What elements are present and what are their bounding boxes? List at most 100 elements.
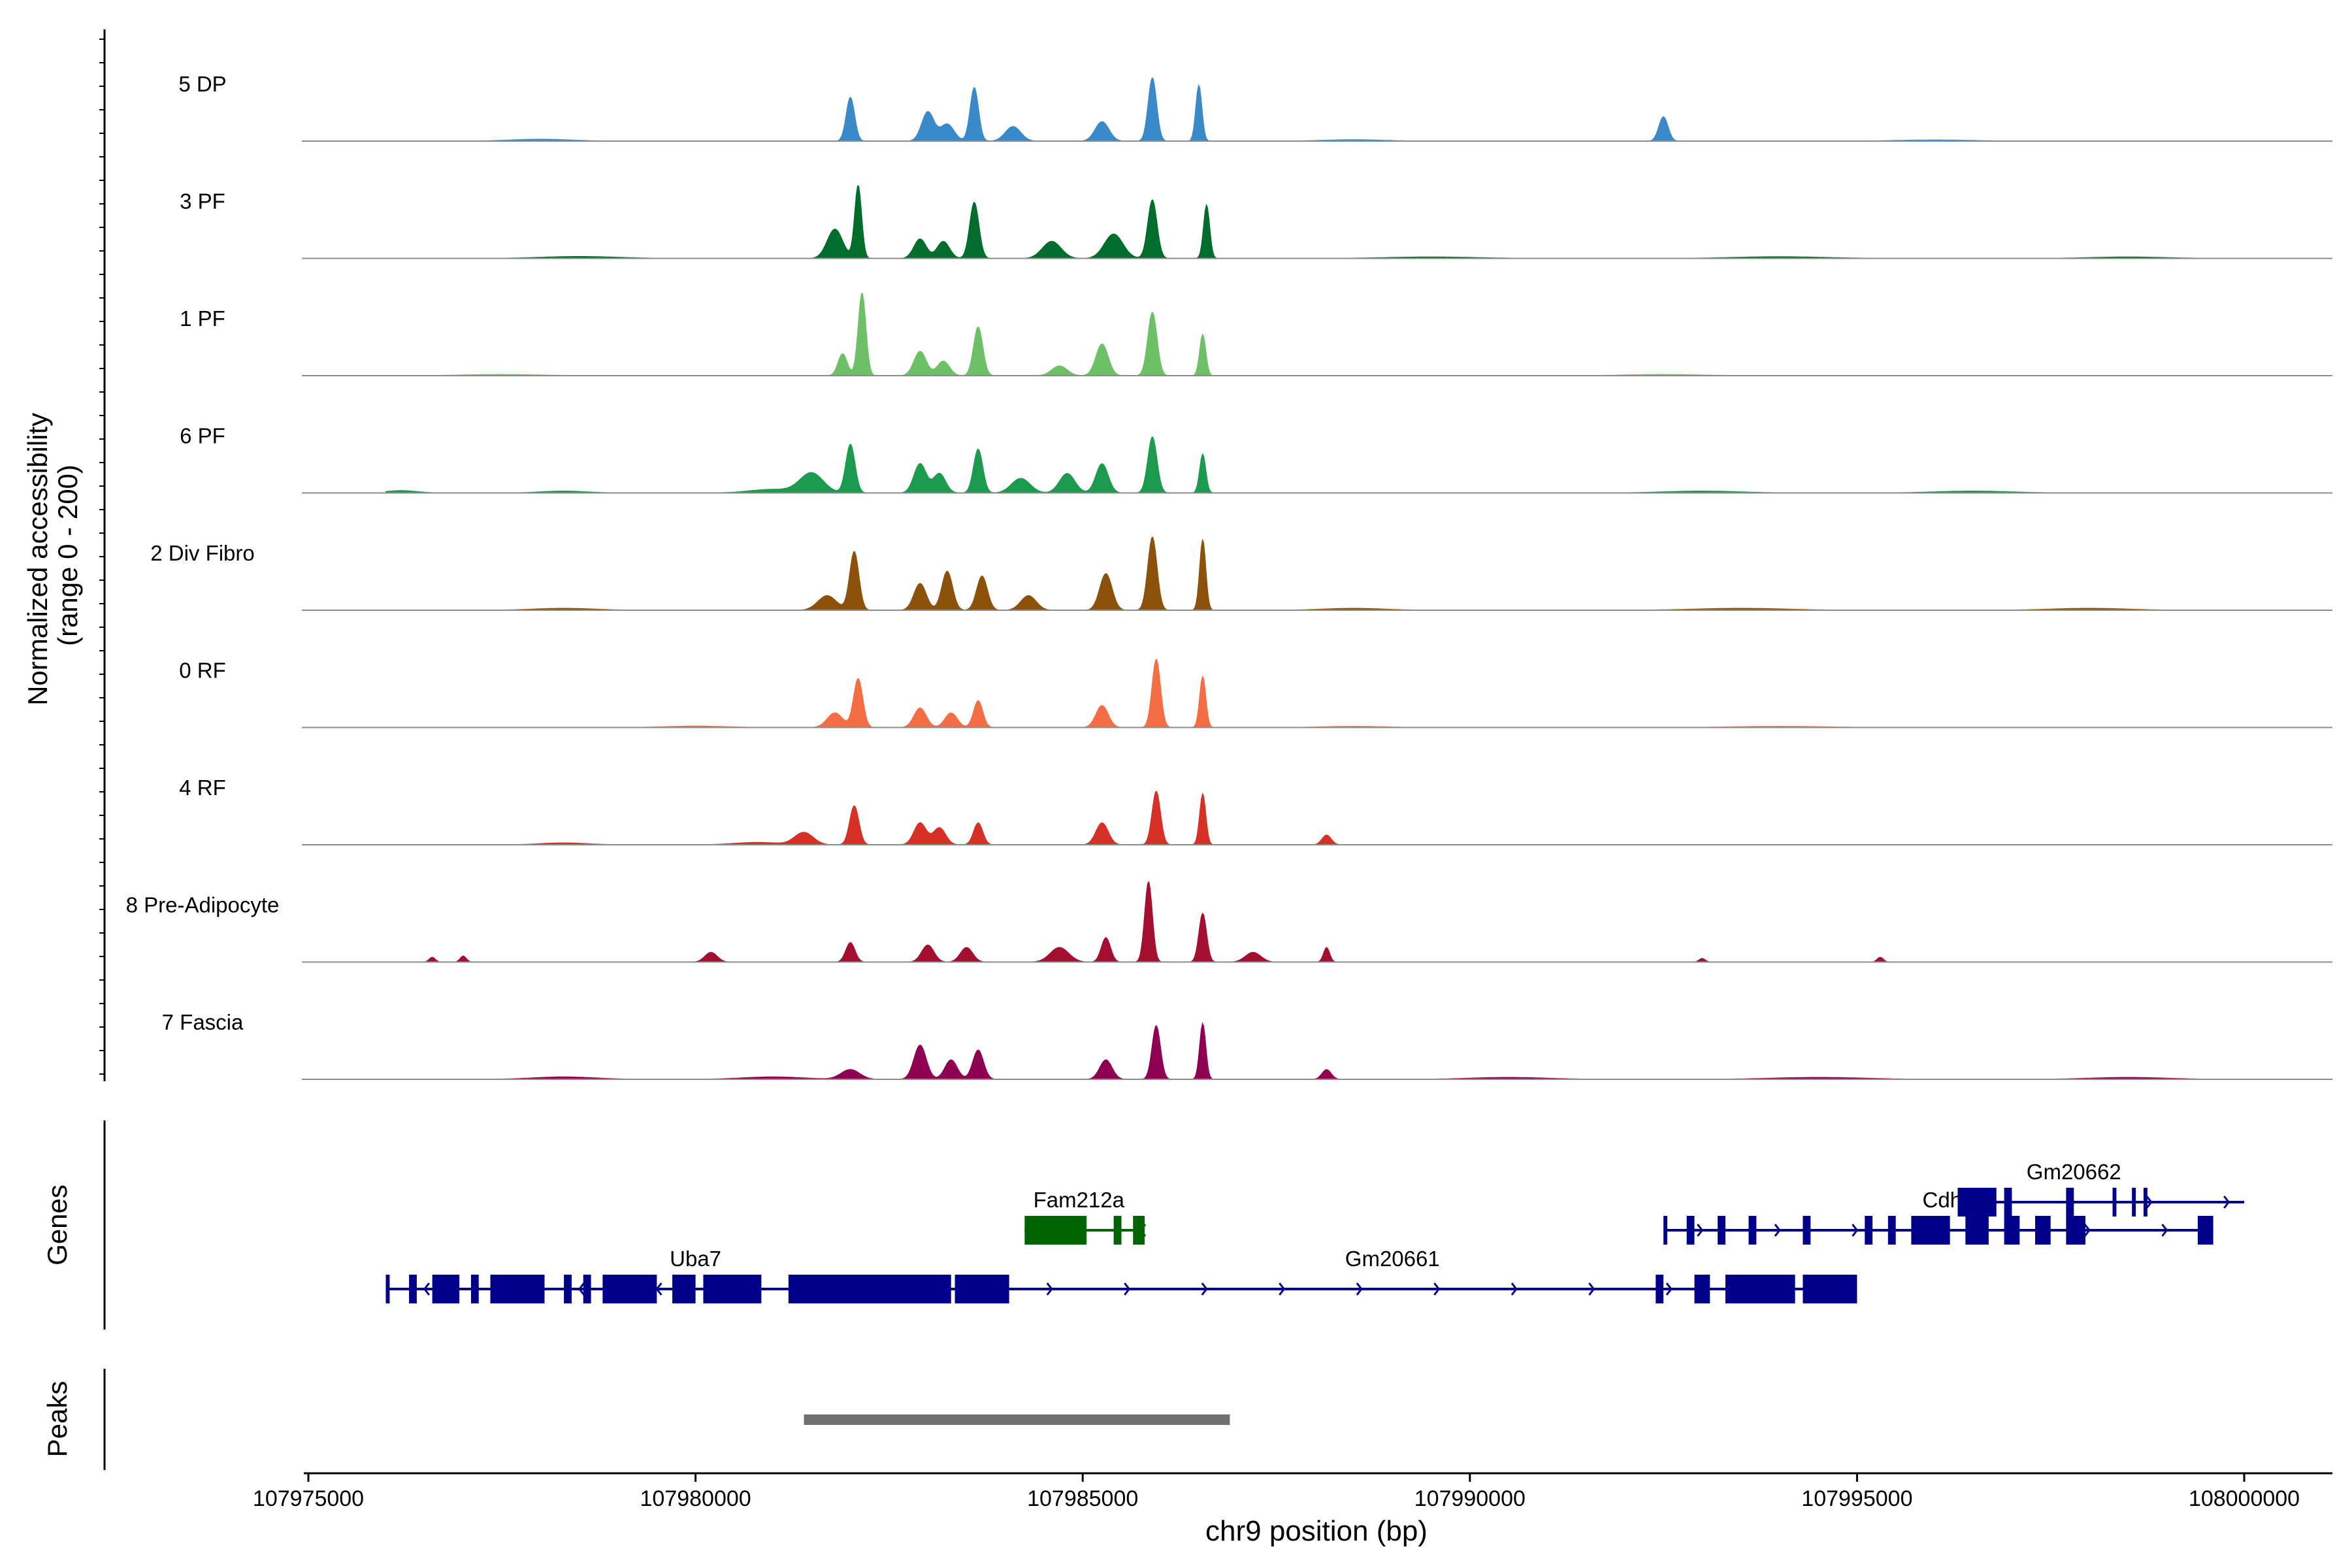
gene-exon: [2004, 1188, 2012, 1217]
strand-arrow: [655, 1282, 662, 1296]
track-label: 6 PF: [180, 424, 225, 448]
strand-arrow: [1588, 1282, 1595, 1296]
gene-label: Gm20661: [1345, 1247, 1440, 1271]
peaks-panel: Peaks: [42, 1369, 1230, 1470]
gene-exon: [1803, 1275, 1857, 1303]
coverage-tracks: 5 DP 3 PF 1 PF 6 PF 2 Div Fibro 0 RF 4 RF 8 Pre…: [126, 72, 2332, 1080]
gene-cdh: Cdh: [1663, 1188, 2213, 1245]
gene-exon: [936, 1275, 947, 1303]
gene-exon: [470, 1275, 479, 1303]
track-label: 4 RF: [179, 776, 226, 800]
gene-exon: [602, 1275, 657, 1303]
gene-exon: [788, 1275, 936, 1303]
gene-exon: [385, 1275, 390, 1303]
gene-exon: [1965, 1216, 1989, 1245]
strand-arrow: [2083, 1224, 2091, 1237]
strand-arrow: [1852, 1224, 1859, 1237]
gene-exon: [2066, 1188, 2074, 1217]
gene-exon: [703, 1275, 762, 1303]
track-1-pf: 1 PF: [180, 293, 2332, 376]
gene-label: Cdh: [1922, 1188, 1962, 1212]
gene-uba7: Uba7: [385, 1247, 1009, 1303]
gene-exon: [2132, 1188, 2136, 1217]
track-6-pf: 6 PF: [180, 424, 2332, 494]
genes-panel-label: Genes: [42, 1184, 73, 1266]
strand-arrow: [1356, 1282, 1363, 1296]
x-tick-label: 108000000: [2189, 1486, 2300, 1511]
gene-exon: [490, 1275, 545, 1303]
gene-label: Fam212a: [1034, 1188, 1125, 1212]
gene-exon: [1694, 1275, 1710, 1303]
gene-gm20661: Gm20661: [936, 1247, 1857, 1303]
strand-arrow: [1697, 1224, 1704, 1237]
x-axis-ticks: 107975000 107980000 107985000 107990000 1079…: [253, 1473, 2300, 1511]
track-0-rf: 0 RF: [179, 659, 2332, 728]
gene-exon: [1725, 1275, 1795, 1303]
strand-arrow: [969, 1282, 976, 1296]
strand-arrow: [1124, 1282, 1131, 1296]
gene-exon: [1024, 1216, 1087, 1245]
gene-exon: [2112, 1188, 2117, 1217]
gene-label: Gm20662: [2027, 1160, 2121, 1184]
x-tick-label: 107990000: [1414, 1486, 1526, 1511]
gene-fam212a: Fam212a: [1024, 1188, 1147, 1245]
gene-exon: [1957, 1188, 1997, 1217]
gene-exon: [672, 1275, 696, 1303]
strand-arrow: [1201, 1282, 1208, 1296]
x-axis-title: chr9 position (bp): [1205, 1515, 1428, 1547]
gene-exon: [1865, 1216, 1873, 1245]
gene-exon: [564, 1275, 572, 1303]
track-label: 7 Fascia: [162, 1010, 244, 1034]
gene-exon: [432, 1275, 460, 1303]
x-tick-label: 107995000: [1801, 1486, 1912, 1511]
track-3-pf: 3 PF: [180, 185, 2332, 259]
strand-arrow: [423, 1282, 430, 1296]
x-axis: 107975000 107980000 107985000 107990000 1079…: [253, 1472, 2332, 1547]
gene-exon: [1686, 1216, 1695, 1245]
gene-exon: [955, 1275, 963, 1303]
strand-arrow: [2161, 1224, 2168, 1237]
track-label: 1 PF: [180, 306, 225, 331]
gene-exon: [1911, 1216, 1950, 1245]
genes-panel: Genes Uba7 Gm20661 Fam212a Cdh Gm20662: [42, 1120, 2244, 1330]
strand-arrow: [1511, 1282, 1518, 1296]
gene-exon: [409, 1275, 417, 1303]
track-4-rf: 4 RF: [179, 776, 2332, 845]
strand-arrow: [578, 1282, 585, 1296]
peak-region-bar: [804, 1414, 1230, 1425]
gene-exon: [1113, 1216, 1122, 1245]
coverage-panel: 5 DP 3 PF 1 PF 6 PF 2 Div Fibro 0 RF 4 RF 8 Pre…: [22, 29, 2332, 1081]
track-2-div-fibro: 2 Div Fibro: [150, 536, 2332, 611]
track-label: 3 PF: [180, 189, 225, 214]
gene-exon: [1133, 1216, 1145, 1245]
gene-exon: [2034, 1216, 2051, 1245]
coverage-y-axis-title-line-1: Normalized accessibility: [22, 413, 53, 706]
track-5-dp: 5 DP: [178, 72, 2332, 142]
strand-arrow: [1279, 1282, 1286, 1296]
strand-arrow: [2146, 1196, 2153, 1209]
gene-exon: [1748, 1216, 1757, 1245]
track-8-pre-adipocyte: 8 Pre-Adipocyte: [126, 881, 2332, 963]
track-label: 0 RF: [179, 659, 226, 683]
peaks-panel-label: Peaks: [42, 1381, 73, 1458]
x-tick-label: 107975000: [253, 1486, 364, 1511]
x-tick-label: 107980000: [640, 1486, 751, 1511]
strand-arrow: [1665, 1282, 1673, 1296]
gene-models: Uba7 Gm20661 Fam212a Cdh Gm20662: [385, 1160, 2244, 1303]
coverage-y-axis-title-line-2: (range 0 - 200): [52, 465, 83, 646]
gene-exon: [2066, 1216, 2086, 1245]
track-label: 8 Pre-Adipocyte: [126, 893, 280, 917]
gene-exon: [2143, 1188, 2148, 1217]
track-7-fascia: 7 Fascia: [162, 1010, 2332, 1080]
gene-exon: [1718, 1216, 1725, 1245]
gene-exon: [1887, 1216, 1896, 1245]
peak-bars: [804, 1414, 1230, 1425]
track-label: 2 Div Fibro: [150, 541, 255, 565]
gene-exon: [1656, 1275, 1664, 1303]
gene-exon: [583, 1275, 591, 1303]
strand-arrow: [1046, 1282, 1053, 1296]
strand-arrow: [1774, 1224, 1781, 1237]
x-tick-label: 107985000: [1027, 1486, 1138, 1511]
gene-exon: [1803, 1216, 1811, 1245]
track-label: 5 DP: [178, 72, 226, 96]
